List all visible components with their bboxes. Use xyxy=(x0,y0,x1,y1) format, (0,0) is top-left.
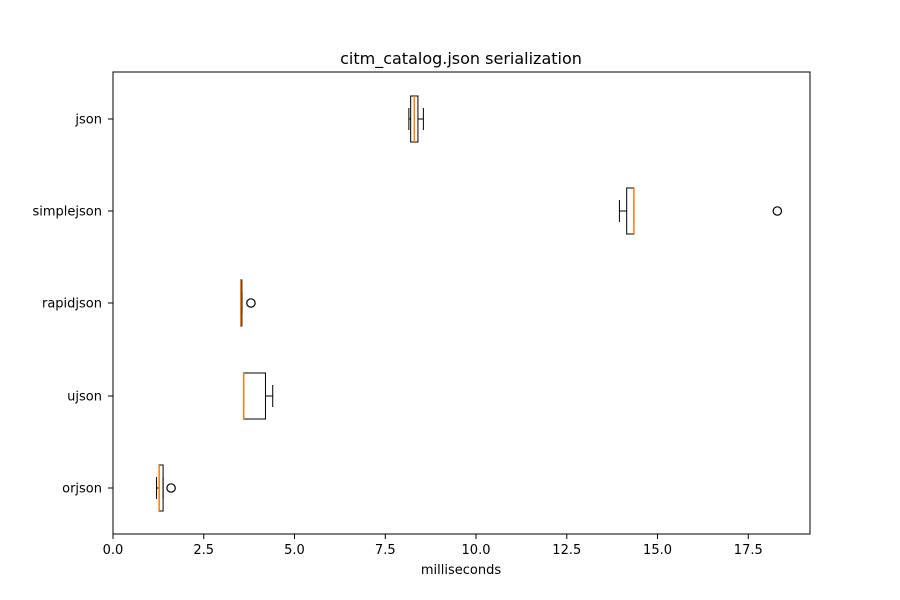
x-tick-label: 15.0 xyxy=(643,543,672,558)
box-iqr xyxy=(626,187,635,235)
plot-area xyxy=(156,95,783,512)
y-tick-label: simplejson xyxy=(33,205,103,220)
y-tick-label: rapidjson xyxy=(42,297,102,312)
x-tick-label: 0.0 xyxy=(103,543,124,558)
box-rapidjson xyxy=(240,279,256,327)
box-ujson xyxy=(242,372,274,420)
y-tick-label: json xyxy=(74,113,102,128)
x-axis-label: milliseconds xyxy=(421,563,501,578)
x-tick-label: 10.0 xyxy=(462,543,491,558)
y-tick-label: orjson xyxy=(62,482,102,497)
box-json xyxy=(408,95,424,143)
x-tick-label: 5.0 xyxy=(284,543,305,558)
box-iqr xyxy=(243,372,266,420)
plot-frame xyxy=(112,71,811,535)
x-tick-label: 12.5 xyxy=(552,543,581,558)
x-tick-label: 17.5 xyxy=(734,543,763,558)
x-tick-label: 2.5 xyxy=(193,543,214,558)
outlier-point xyxy=(772,206,783,216)
box-simplejson xyxy=(618,187,783,235)
x-tick-label: 7.5 xyxy=(375,543,396,558)
outlier-point xyxy=(166,483,176,493)
chart-title: citm_catalog.json serialization xyxy=(340,49,582,69)
box-orjson xyxy=(156,464,176,512)
y-tick-label: ujson xyxy=(67,390,102,405)
outlier-point xyxy=(246,298,256,308)
